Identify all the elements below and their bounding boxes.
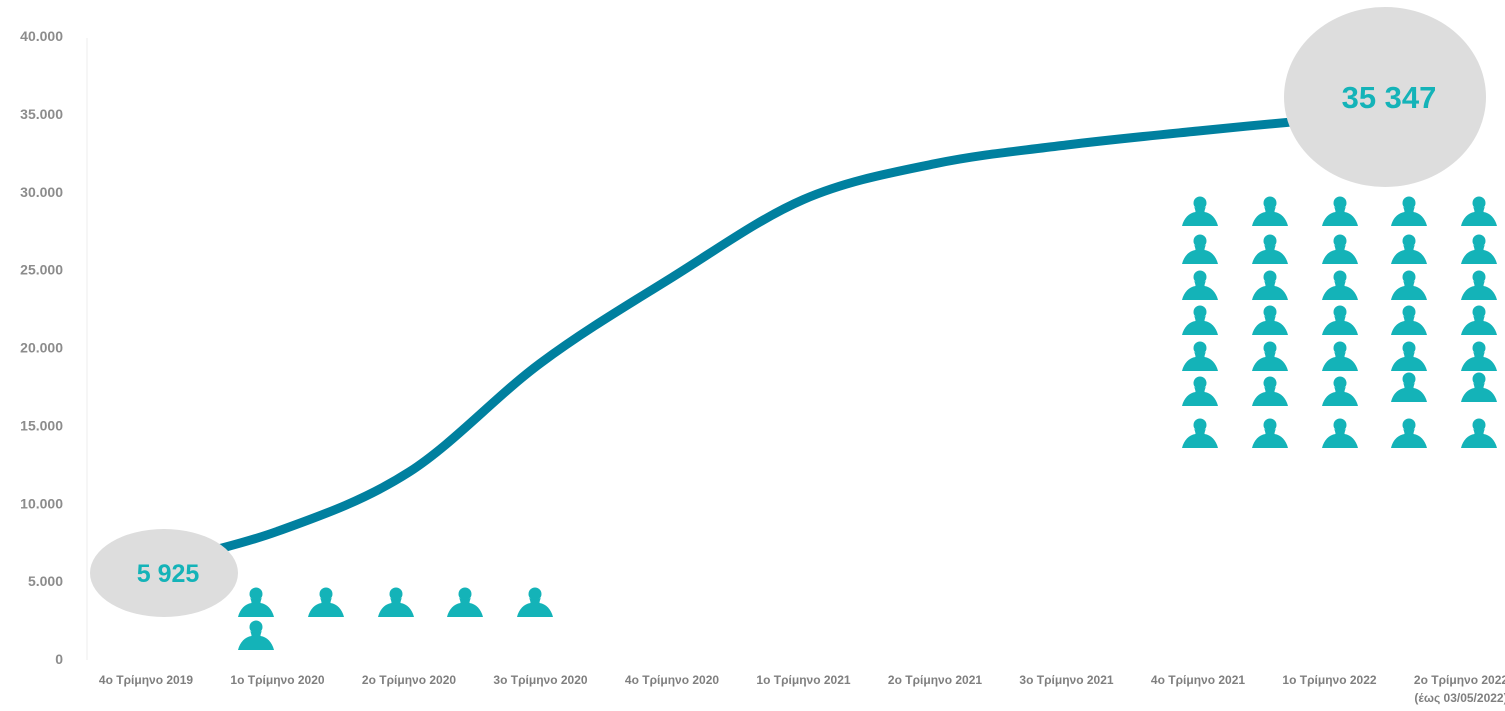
- y-tick-label: 15.000: [20, 417, 63, 433]
- x-tick-label: 4ο Τρίμηνο 2019: [99, 673, 193, 687]
- person-icon: [378, 587, 414, 617]
- person-icon: [1182, 341, 1218, 371]
- x-tick-label: 1ο Τρίμηνο 2020: [230, 673, 324, 687]
- person-icon: [1322, 234, 1358, 264]
- x-tick-label: 2ο Τρίμηνο 2020: [362, 673, 456, 687]
- x-tick-label: 2ο Τρίμηνο 2021: [888, 673, 982, 687]
- y-tick-label: 35.000: [20, 106, 63, 122]
- person-icon: [1252, 270, 1288, 300]
- annotation-value-label: 5 925: [137, 560, 200, 588]
- x-tick-label: 1ο Τρίμηνο 2021: [756, 673, 850, 687]
- y-axis: 0 5.000 10.000 15.000 20.000 25.000 30.000 35.0…: [20, 28, 63, 667]
- data-point: [671, 276, 673, 278]
- person-icon: [1322, 341, 1358, 371]
- person-icon: [1322, 305, 1358, 335]
- person-icon: [1461, 196, 1497, 226]
- y-tick-label: 20.000: [20, 340, 63, 356]
- y-tick-label: 25.000: [20, 262, 63, 278]
- annotation-bubble: [1284, 7, 1486, 187]
- series-group: [141, 104, 1466, 572]
- data-point: [803, 199, 804, 201]
- y-tick-label: 40.000: [20, 28, 63, 44]
- data-point: [1066, 144, 1067, 146]
- series-line: [141, 104, 1466, 572]
- person-icon: [1252, 196, 1288, 226]
- person-icon: [1391, 196, 1427, 226]
- person-icon: [1391, 270, 1427, 300]
- person-icon: [308, 587, 344, 617]
- person-icon: [1252, 305, 1288, 335]
- x-tick-label: 1ο Τρίμηνο 2022: [1282, 673, 1376, 687]
- person-icon: [1182, 376, 1218, 406]
- data-point: [408, 471, 410, 473]
- person-icon: [1182, 270, 1218, 300]
- y-tick-label: 30.000: [20, 184, 63, 200]
- data-point: [540, 362, 541, 364]
- person-icon: [1461, 418, 1497, 448]
- person-icon: [1391, 418, 1427, 448]
- person-icon: [1322, 376, 1358, 406]
- person-icon: [1461, 341, 1497, 371]
- data-point: [934, 163, 936, 165]
- person-icon: [238, 587, 274, 617]
- person-icon: [517, 587, 553, 617]
- person-icon: [1322, 270, 1358, 300]
- person-icon: [1322, 196, 1358, 226]
- person-icon: [1391, 341, 1427, 371]
- annotations-group: 5 925 35 347: [90, 7, 1486, 617]
- pictogram-group: [238, 196, 1497, 650]
- x-tick-label: 2ο Τρίμηνο 2022: [1414, 673, 1505, 687]
- x-tick-label: 4ο Τρίμηνο 2021: [1151, 673, 1245, 687]
- person-icon: [1461, 305, 1497, 335]
- annotation-value-label: 35 347: [1342, 80, 1437, 115]
- person-icon: [238, 620, 274, 650]
- y-tick-label: 5.000: [28, 573, 63, 589]
- x-axis: 4ο Τρίμηνο 2019 1ο Τρίμηνο 2020 2ο Τρίμηνο…: [99, 673, 1505, 705]
- annotation-bubble: [90, 529, 238, 617]
- person-icon: [1252, 234, 1288, 264]
- person-icon: [1252, 418, 1288, 448]
- person-icon: [1461, 234, 1497, 264]
- person-icon: [1182, 234, 1218, 264]
- person-icon: [1182, 418, 1218, 448]
- person-icon: [1182, 305, 1218, 335]
- person-icon: [1391, 372, 1427, 402]
- person-icon: [447, 587, 483, 617]
- person-icon: [1391, 234, 1427, 264]
- person-icon: [1461, 270, 1497, 300]
- data-point: [1197, 130, 1199, 132]
- x-tick-sublabel: (έως 03/05/2022): [1414, 691, 1505, 705]
- person-icon: [1391, 305, 1427, 335]
- person-icon: [1322, 418, 1358, 448]
- x-tick-label: 3ο Τρίμηνο 2021: [1019, 673, 1113, 687]
- x-tick-label: 4ο Τρίμηνο 2020: [625, 673, 719, 687]
- person-icon: [1252, 341, 1288, 371]
- x-tick-label: 3ο Τρίμηνο 2020: [493, 673, 587, 687]
- person-icon: [1182, 196, 1218, 226]
- person-icon: [1252, 376, 1288, 406]
- y-tick-label: 0: [55, 651, 63, 667]
- person-icon: [1461, 372, 1497, 402]
- y-tick-label: 10.000: [20, 495, 63, 511]
- data-point: [277, 530, 278, 532]
